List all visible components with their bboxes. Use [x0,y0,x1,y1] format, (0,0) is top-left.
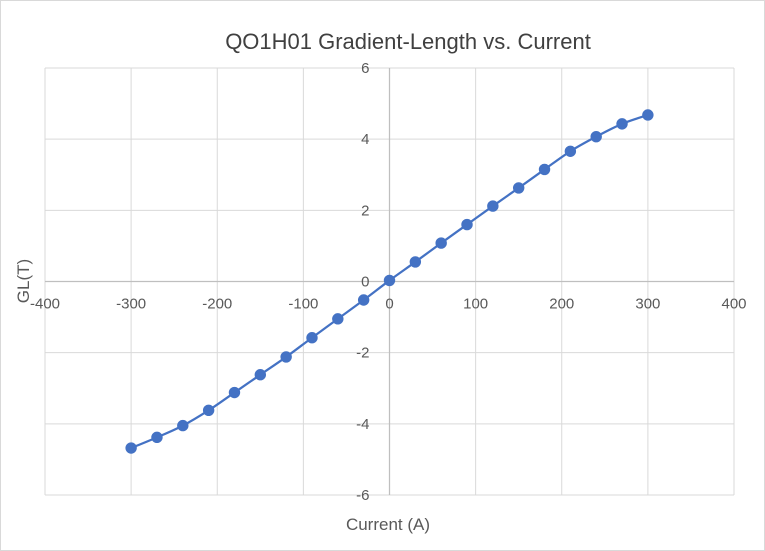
x-tick-label: -300 [116,296,146,313]
x-tick-label: 400 [721,296,746,313]
data-point [383,274,396,287]
x-tick-label: 300 [635,296,660,313]
x-tick-label: -100 [288,296,318,313]
data-point [151,431,163,444]
x-axis-title: Current (A) [346,515,430,534]
y-tick-label: 4 [361,131,369,148]
data-point [280,351,292,363]
data-point [642,109,654,121]
x-tick-label: 0 [385,296,393,313]
x-tick-label: 100 [463,296,488,313]
data-point [177,419,189,432]
data-point [228,386,241,399]
data-point [564,145,577,157]
y-tick-label: 2 [361,202,369,219]
data-point [357,294,370,306]
data-point [435,237,447,249]
y-axis-title: GL(T) [14,259,33,303]
x-tick-label: -200 [202,296,232,313]
y-tick-label: -2 [356,345,369,362]
data-point [590,130,602,143]
chart-title: QO1H01 Gradient-Length vs. Current [225,29,591,54]
series-markers [125,109,654,454]
data-point [332,313,344,325]
y-tick-label: 0 [361,274,369,291]
y-tick-labels: -6 -4 -2 0 2 4 6 [356,60,369,504]
data-point [461,218,473,231]
data-point [538,163,551,176]
y-tick-label: 6 [361,60,369,77]
x-tick-labels: -400 -300 -200 -100 0 100 200 300 400 [30,296,747,313]
data-point [512,182,525,194]
x-tick-label: 200 [549,296,574,313]
data-point [254,369,267,381]
y-tick-label: -6 [356,487,369,504]
data-point [616,118,628,130]
data-point [306,332,318,344]
y-tick-label: -4 [356,416,369,433]
data-point [202,404,215,417]
data-point [487,200,499,212]
x-tick-label: -400 [30,296,60,313]
data-point [409,256,422,268]
data-point [125,442,137,454]
